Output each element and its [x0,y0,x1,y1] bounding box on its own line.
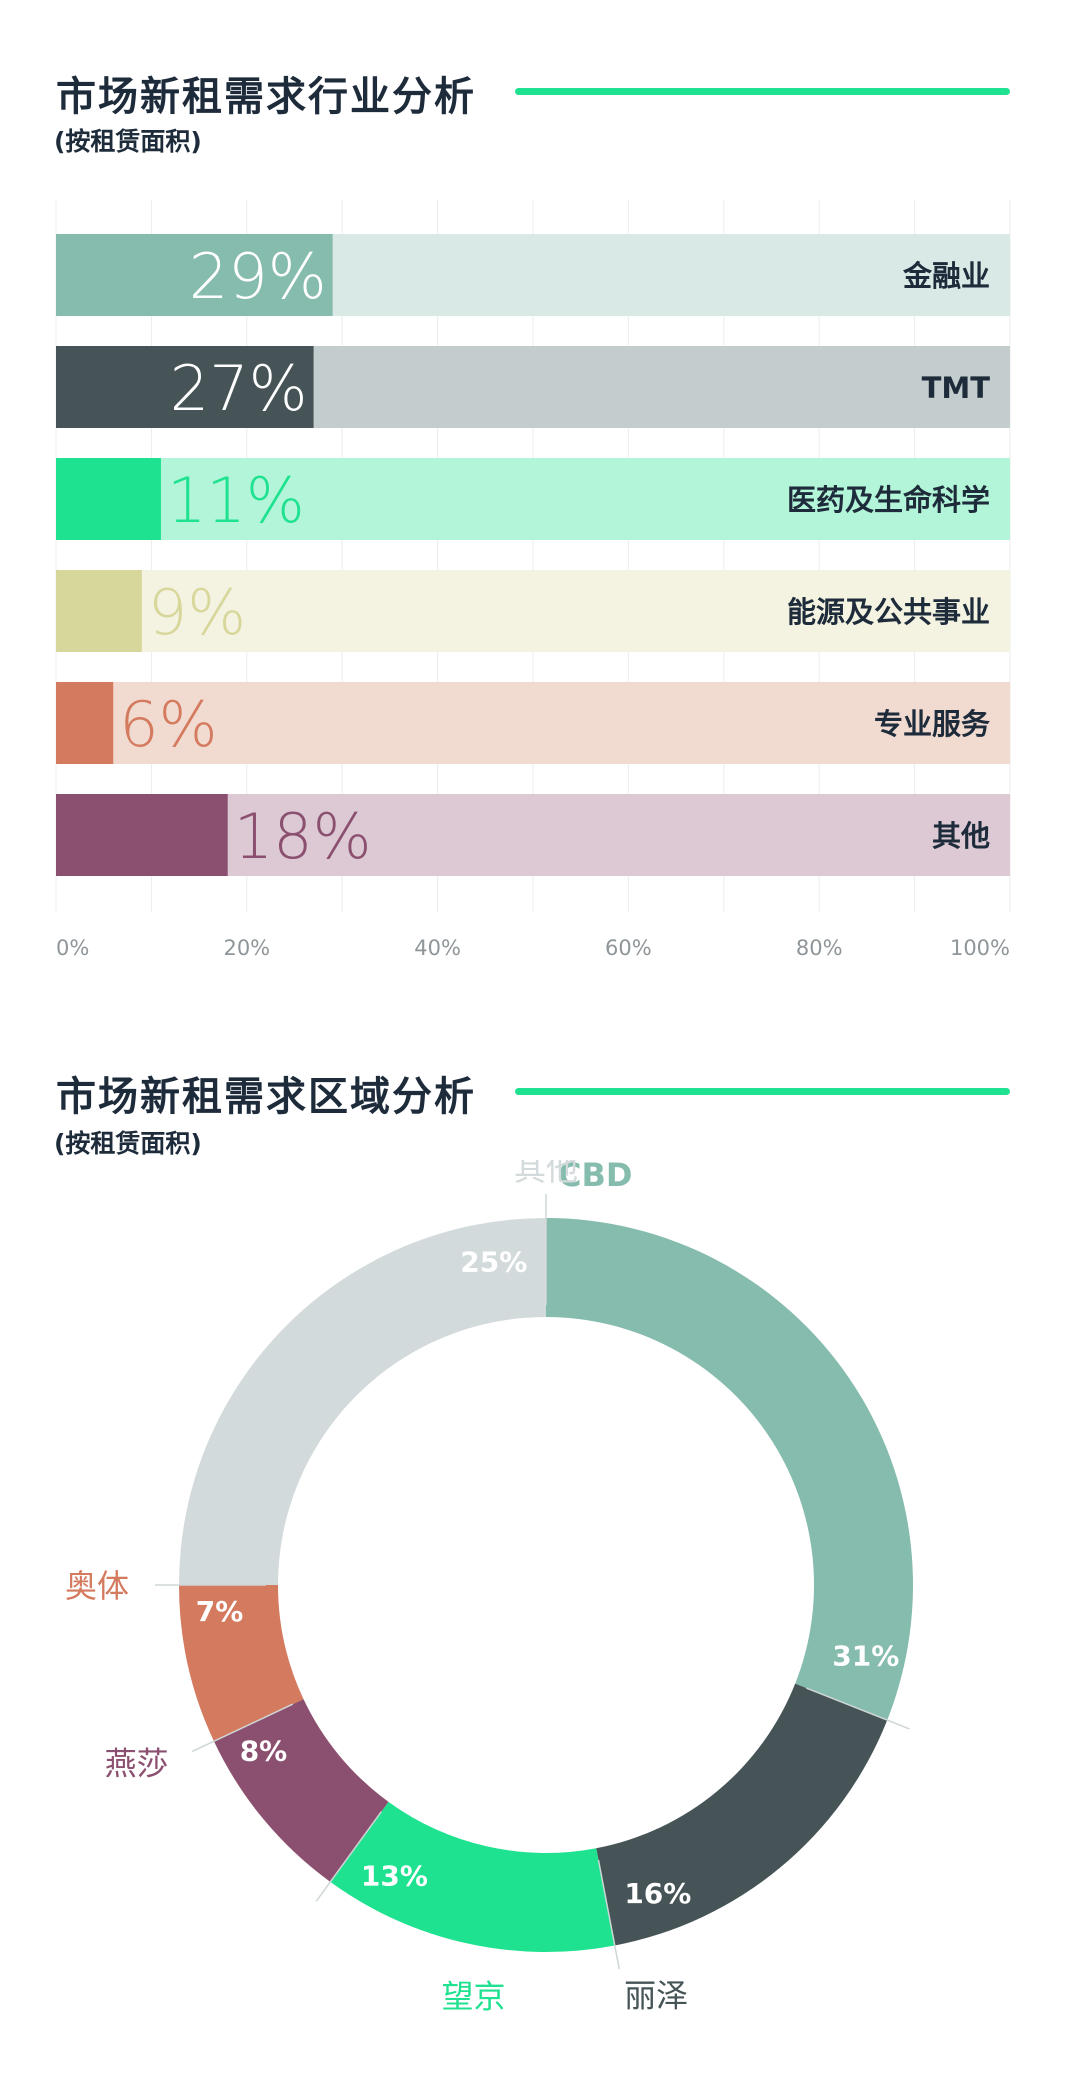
x-tick-label: 80% [796,936,843,960]
bar-value-label: 11% [167,464,305,537]
slice-category-label: 燕莎 [105,1745,169,1783]
slice-value-label: 13% [361,1859,428,1892]
x-tick-label: 100% [950,936,1010,960]
x-tick-label: 40% [414,936,461,960]
bar-value-label: 18% [234,800,372,873]
slice-value-label: 31% [832,1640,899,1673]
slice-value-label: 7% [196,1595,244,1628]
region-title-rule [515,1088,1010,1095]
bar [56,570,142,652]
donut-slice [596,1683,888,1946]
bar [56,794,228,876]
slice-value-label: 25% [460,1246,527,1279]
bar [56,346,314,428]
bar-track [56,570,1010,652]
bar-category-label: 能源及公共事业 [787,595,990,629]
slice-category-label: 望京 [441,1977,505,2015]
industry-chart-subtitle: (按租赁面积) [54,127,202,156]
slice-category-label: 奥体 [65,1567,129,1605]
slice-value-label: 16% [624,1877,691,1910]
region-chart-title: 市场新租需求区域分析 [56,1074,476,1120]
slice-divider [597,1859,621,1970]
donut-slice [179,1585,304,1742]
donut-slice [213,1699,389,1882]
industry-bar-chart: 29% 金融业 27% TMT 11% 医药及生命科学 9% 能源及公共事业 6% 专业服务 18%… [55,200,1011,960]
industry-chart-title: 市场新租需求行业分析 [56,74,476,120]
bar [56,458,161,540]
x-tick-label: 0% [56,936,89,960]
bar-category-label: 专业服务 [874,707,990,741]
slice-category-label: 丽泽 [624,1977,688,2015]
region-donut-chart: 31% 16% 13% 8% 7% 25% CBD 丽泽 望京 燕莎 奥体 其他 [65,1160,913,2015]
donut-slice [179,1218,546,1585]
bar-value-label: 27% [170,352,308,425]
bar [56,234,333,316]
slice-category-label: CBD [558,1160,632,1194]
region-chart-subtitle: (按租赁面积) [54,1129,202,1158]
bar-value-label: 6% [119,688,217,761]
slice-divider [806,1687,910,1730]
donut-slice [330,1801,615,1952]
bar-track [56,458,1010,540]
industry-title-rule [515,88,1010,95]
bar-category-label: 医药及生命科学 [787,483,990,517]
slice-divider [315,1811,383,1902]
slice-divider [191,1703,293,1753]
slice-category-label: 其他 [514,1160,578,1188]
bar [56,682,114,764]
bar-track [56,682,1010,764]
bar-category-label: 其他 [932,819,990,853]
bar-value-label: 9% [148,576,246,649]
donut-slice [546,1218,913,1721]
bar-category-label: TMT [922,371,991,405]
x-tick-label: 20% [223,936,270,960]
slice-value-label: 8% [240,1735,288,1768]
bar-value-label: 29% [189,240,327,313]
x-tick-label: 60% [605,936,652,960]
bar-category-label: 金融业 [902,259,990,293]
